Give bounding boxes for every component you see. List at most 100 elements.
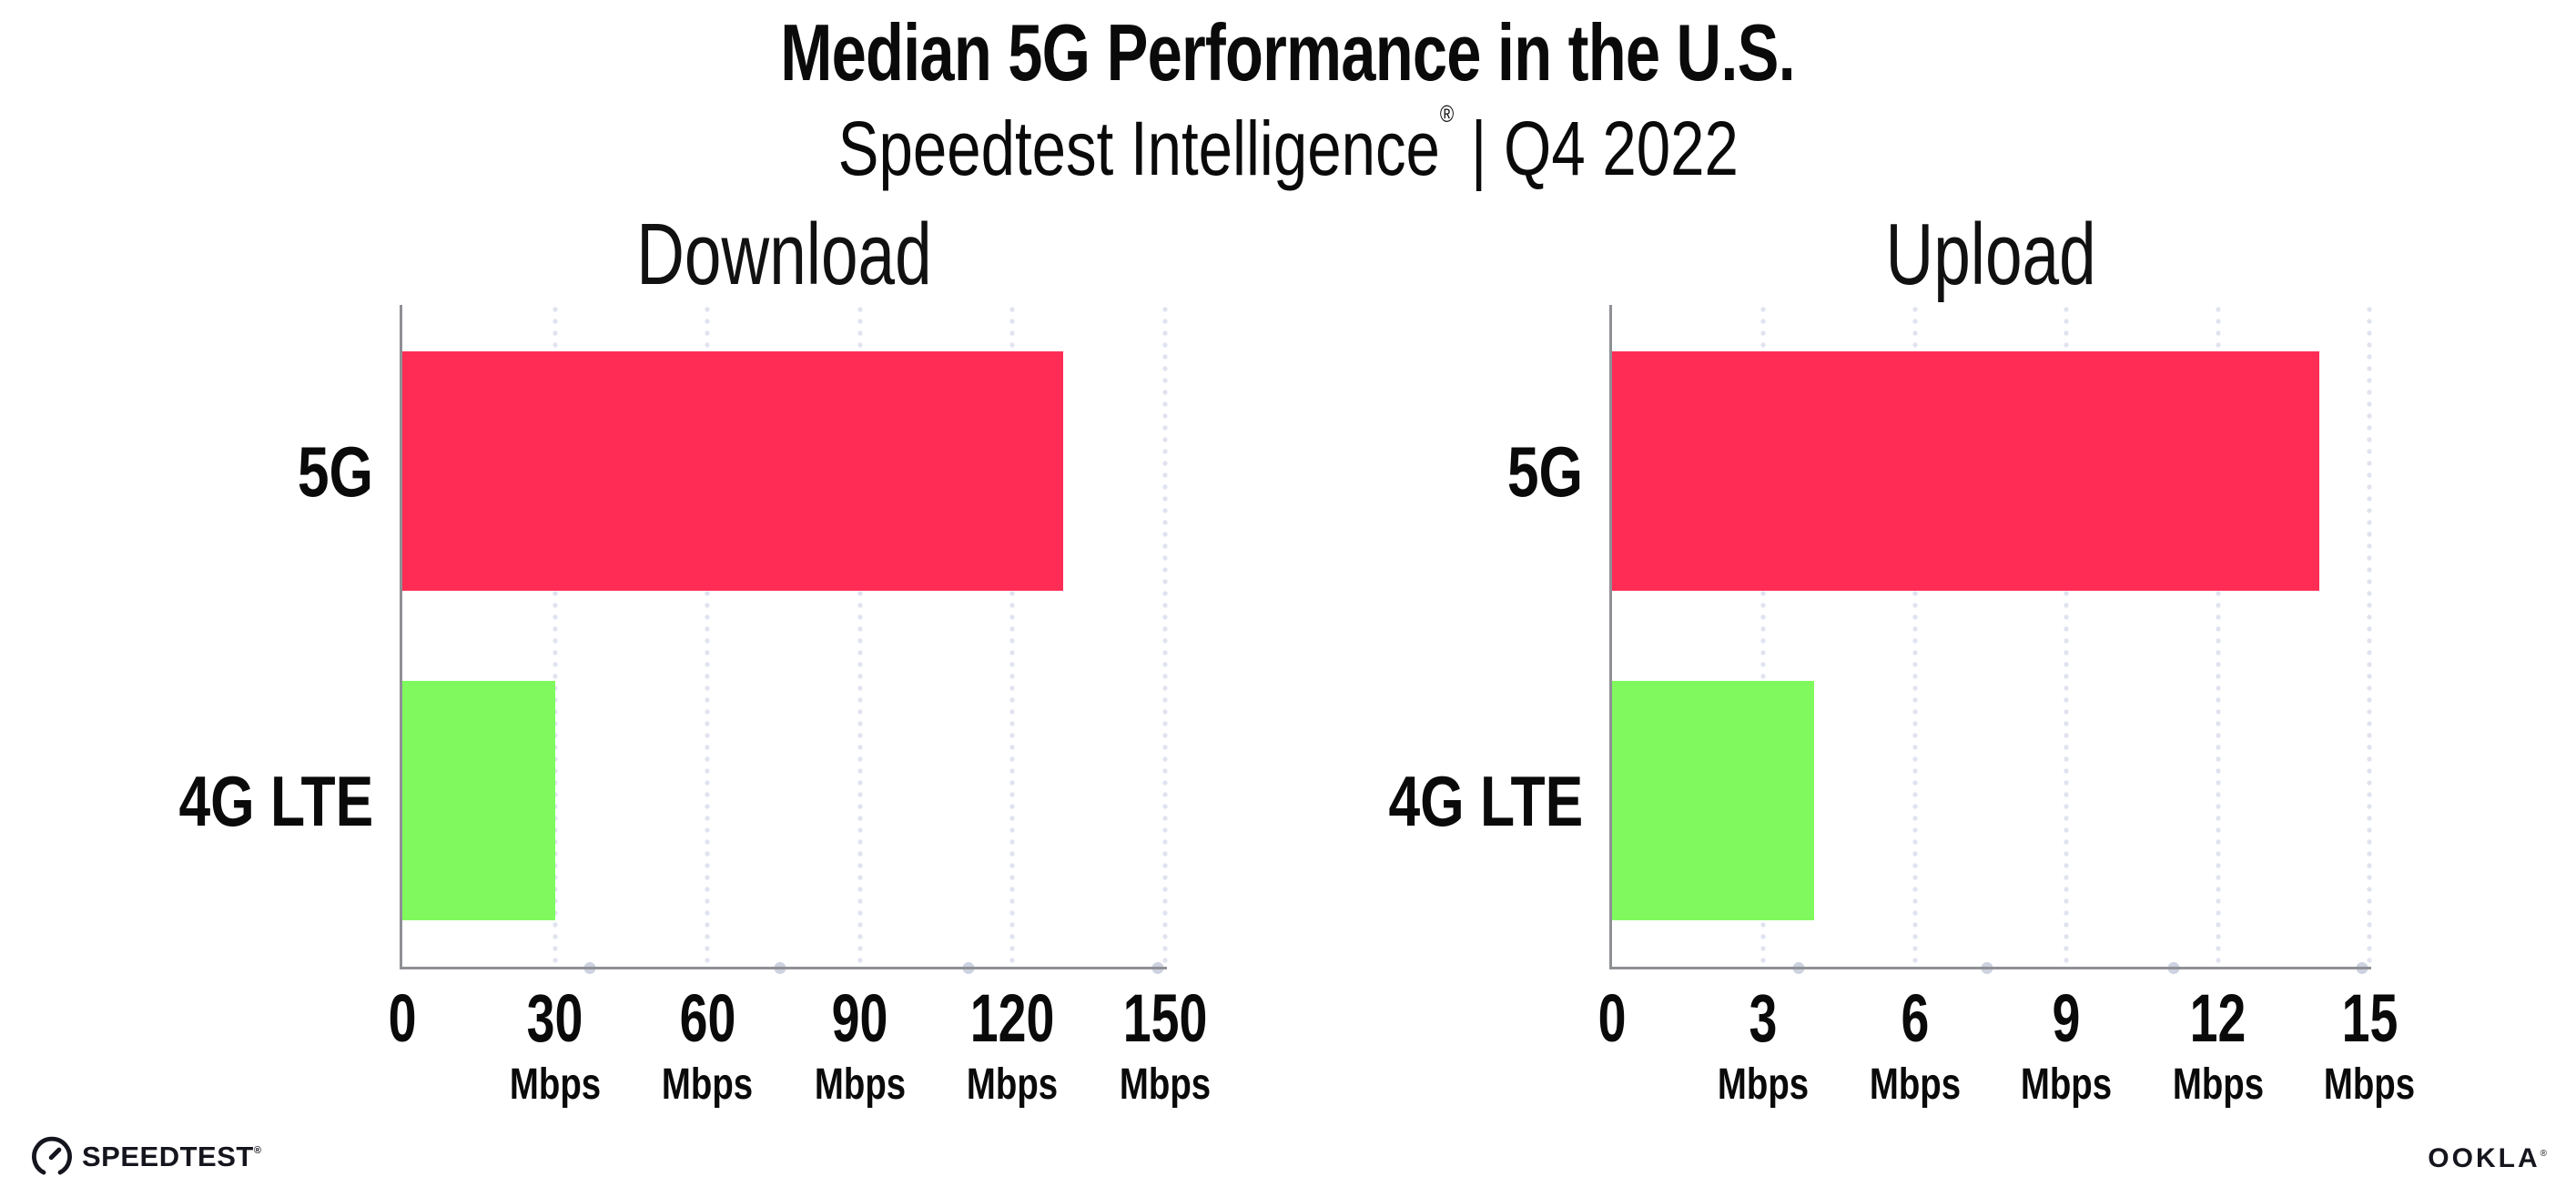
tick-label: 0	[1593, 985, 1630, 1052]
bar-4g-lte	[402, 680, 555, 921]
gridline	[1162, 305, 1168, 969]
subtitle-period: | Q4 2022	[1454, 106, 1739, 191]
category-label-text: 5G	[1506, 431, 1583, 512]
tick-unit: Mbps	[651, 1063, 765, 1107]
category-label-text: 4G LTE	[178, 760, 373, 841]
plot-area	[400, 305, 1168, 974]
tick-unit-text: Mbps	[1718, 1060, 1810, 1109]
tick-label: 150	[1108, 985, 1222, 1052]
gridline	[2216, 305, 2221, 969]
tick-label-text: 3	[1749, 980, 1778, 1056]
category-label-5g: 5G	[1488, 436, 1583, 507]
bar-5g	[1612, 350, 2319, 592]
tick-label-text: 0	[1597, 980, 1627, 1056]
tick-unit-text: Mbps	[662, 1060, 754, 1109]
tick-unit-text: Mbps	[814, 1060, 906, 1109]
tick-label-text: 12	[2189, 980, 2246, 1056]
ookla-logo: OOKLA®	[2428, 1143, 2547, 1174]
tick-label-text: 0	[388, 980, 417, 1056]
x-tick-12: 12 Mbps	[2161, 985, 2275, 1107]
page-title-text: Median 5G Performance in the U.S.	[780, 7, 1797, 97]
gridline	[553, 305, 558, 969]
speedtest-wordmark: SPEEDTEST®	[82, 1141, 262, 1172]
category-label-4g-lte: 4G LTE	[130, 766, 373, 837]
tick-label: 120	[956, 985, 1070, 1052]
tick-unit-text: Mbps	[1119, 1060, 1212, 1109]
tick-label-text: 9	[2052, 980, 2081, 1056]
x-tick-9: 9 Mbps	[2010, 985, 2124, 1107]
tick-label: 90	[803, 985, 917, 1052]
category-label-5g: 5G	[279, 436, 373, 507]
axis-dot	[1151, 962, 1164, 974]
tick-label: 12	[2161, 985, 2275, 1052]
speedtest-registered-mark: ®	[253, 1145, 262, 1156]
tick-unit-text: Mbps	[2021, 1060, 2113, 1109]
tick-label: 30	[498, 985, 612, 1052]
gridline	[857, 305, 863, 969]
speedtest-logo: SPEEDTEST®	[31, 1136, 261, 1178]
plot-area	[1609, 305, 2372, 974]
x-tick-3: 3 Mbps	[1707, 985, 1820, 1107]
x-tick-30: 30 Mbps	[498, 985, 612, 1107]
ookla-registered-mark: ®	[2540, 1149, 2547, 1159]
bar-4g-lte	[1612, 680, 1814, 921]
gridline	[2064, 305, 2069, 969]
axis-dot	[962, 962, 975, 974]
header: Median 5G Performance in the U.S. Speedt…	[0, 13, 2576, 191]
tick-unit-text: Mbps	[1869, 1060, 1961, 1109]
speedtest-gauge-icon	[32, 1136, 72, 1175]
category-label-text: 5G	[297, 431, 373, 512]
chart-title: Upload	[1885, 206, 2096, 303]
tick-label-text: 30	[526, 980, 583, 1056]
tick-label: 60	[651, 985, 765, 1052]
tick-label-text: 6	[1901, 980, 1930, 1056]
tick-unit-text: Mbps	[509, 1060, 601, 1109]
tick-unit: Mbps	[2010, 1063, 2124, 1107]
tick-unit-text: Mbps	[2172, 1060, 2264, 1109]
axis-dot	[583, 962, 596, 974]
registered-mark: ®	[1439, 100, 1454, 127]
page-title: Median 5G Performance in the U.S.	[0, 13, 2576, 93]
axis-dot	[2356, 962, 2368, 974]
x-tick-0: 0	[1593, 985, 1630, 1052]
tick-label: 0	[383, 985, 421, 1052]
gridline	[705, 305, 710, 969]
tick-label: 15	[2312, 985, 2426, 1052]
tick-label-text: 150	[1122, 980, 1208, 1056]
category-label-4g-lte: 4G LTE	[1340, 766, 1583, 837]
x-axis-ticks: 0 30 Mbps 60 Mbps 90 Mbps 120 Mbps 150 Mbps	[389, 985, 1212, 1112]
gridline	[1009, 305, 1015, 969]
x-tick-120: 120 Mbps	[956, 985, 1070, 1107]
tick-label-text: 60	[679, 980, 736, 1056]
axis-dot	[1792, 962, 1805, 974]
axis-dot	[774, 962, 786, 974]
gridline	[1912, 305, 1918, 969]
tick-unit: Mbps	[2312, 1063, 2426, 1107]
gridline	[2367, 305, 2372, 969]
x-tick-60: 60 Mbps	[651, 985, 765, 1107]
tick-unit: Mbps	[1707, 1063, 1820, 1107]
axis-dot	[1981, 962, 1993, 974]
tick-unit: Mbps	[956, 1063, 1070, 1107]
tick-label: 9	[2010, 985, 2124, 1052]
tick-label-text: 120	[970, 980, 1055, 1056]
subtitle-brand: Speedtest Intelligence	[837, 106, 1440, 191]
tick-unit: Mbps	[2161, 1063, 2275, 1107]
x-tick-0: 0	[383, 985, 421, 1052]
x-tick-90: 90 Mbps	[803, 985, 917, 1107]
tick-unit: Mbps	[1858, 1063, 1972, 1107]
category-labels: 5G 4G LTE	[73, 305, 373, 967]
tick-label-text: 90	[831, 980, 888, 1056]
bar-5g	[402, 350, 1064, 592]
category-labels: 5G 4G LTE	[1283, 305, 1583, 967]
gridline	[1760, 305, 1766, 969]
page-subtitle: Speedtest Intelligence® | Q4 2022	[0, 100, 2576, 191]
x-tick-6: 6 Mbps	[1858, 985, 1972, 1107]
tick-unit-text: Mbps	[967, 1060, 1059, 1109]
tick-unit: Mbps	[803, 1063, 917, 1107]
tick-unit: Mbps	[1108, 1063, 1222, 1107]
tick-unit: Mbps	[498, 1063, 612, 1107]
x-tick-150: 150 Mbps	[1108, 985, 1222, 1107]
chart-title: Download	[635, 206, 932, 303]
x-tick-15: 15 Mbps	[2312, 985, 2426, 1107]
